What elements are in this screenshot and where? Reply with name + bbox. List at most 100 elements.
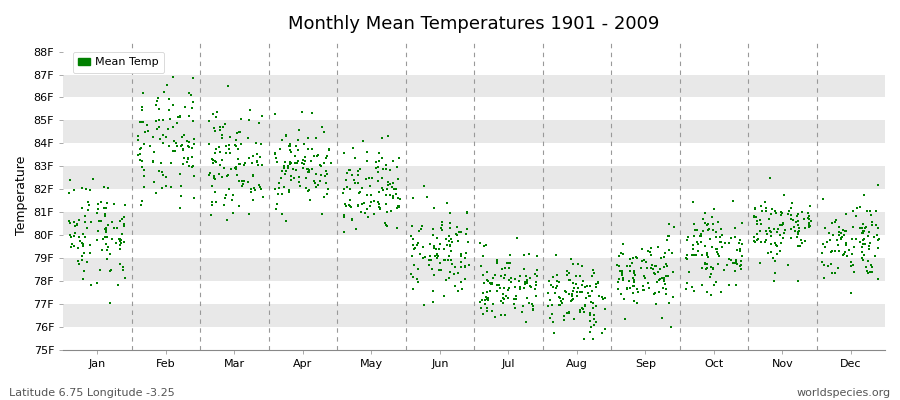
Mean Temp (484, 280, 499, 287)
Mean Temp (444, 257, 458, 264)
Mean Temp (861, 233, 876, 240)
Mean Temp (768, 240, 782, 246)
Mean Temp (282, 187, 296, 193)
Mean Temp (246, 173, 260, 180)
Mean Temp (818, 244, 832, 250)
Mean Temp (431, 267, 446, 273)
Mean Temp (575, 262, 590, 269)
Mean Temp (725, 198, 740, 204)
Mean Temp (846, 224, 860, 230)
Mean Temp (115, 266, 130, 273)
Mean Temp (752, 260, 767, 266)
Mean Temp (305, 166, 320, 173)
Mean Temp (379, 166, 393, 172)
Mean Temp (392, 203, 407, 210)
Mean Temp (287, 160, 302, 166)
Mean Temp (660, 263, 674, 270)
Mean Temp (856, 237, 870, 244)
Mean Temp (91, 228, 105, 234)
Mean Temp (680, 254, 694, 261)
Mean Temp (155, 184, 169, 191)
Mean Temp (343, 186, 357, 192)
Mean Temp (232, 203, 247, 209)
Mean Temp (221, 172, 236, 178)
Mean Temp (113, 238, 128, 244)
Mean Temp (284, 177, 298, 184)
Mean Temp (98, 213, 112, 220)
Mean Temp (233, 129, 248, 135)
Y-axis label: Temperature: Temperature (15, 155, 28, 235)
Mean Temp (117, 220, 131, 227)
Mean Temp (569, 273, 583, 279)
Mean Temp (627, 268, 642, 274)
Mean Temp (429, 252, 444, 258)
Mean Temp (562, 310, 576, 316)
Mean Temp (300, 166, 314, 172)
Mean Temp (562, 270, 576, 276)
Mean Temp (444, 248, 458, 254)
Mean Temp (823, 230, 837, 236)
Mean Temp (727, 234, 742, 240)
Mean Temp (217, 165, 231, 171)
Mean Temp (283, 141, 297, 148)
Mean Temp (342, 202, 356, 208)
Mean Temp (708, 279, 723, 286)
Mean Temp (865, 222, 879, 228)
Mean Temp (166, 74, 180, 80)
Mean Temp (631, 288, 645, 295)
Mean Temp (722, 282, 736, 288)
Mean Temp (687, 252, 701, 258)
Mean Temp (426, 298, 440, 305)
Mean Temp (478, 297, 492, 303)
Mean Temp (320, 152, 334, 159)
Mean Temp (616, 276, 630, 283)
Mean Temp (801, 213, 815, 220)
Mean Temp (343, 197, 357, 204)
Mean Temp (450, 232, 464, 238)
Mean Temp (717, 240, 732, 247)
Mean Temp (302, 197, 317, 203)
Mean Temp (454, 279, 468, 285)
Mean Temp (158, 183, 173, 189)
Mean Temp (657, 254, 671, 260)
Mean Temp (112, 242, 127, 248)
Mean Temp (68, 223, 83, 229)
Mean Temp (733, 248, 747, 254)
Mean Temp (719, 262, 733, 268)
Mean Temp (252, 119, 266, 126)
Mean Temp (62, 190, 77, 196)
Mean Temp (548, 290, 562, 296)
Mean Temp (832, 229, 847, 235)
Mean Temp (591, 279, 606, 286)
Mean Temp (276, 184, 291, 190)
Mean Temp (501, 287, 516, 293)
Mean Temp (320, 170, 334, 177)
Mean Temp (76, 250, 91, 256)
Mean Temp (338, 229, 352, 235)
Mean Temp (202, 172, 217, 178)
Mean Temp (419, 194, 434, 200)
Mean Temp (62, 218, 77, 224)
Mean Temp (758, 199, 772, 205)
Mean Temp (824, 261, 838, 267)
Mean Temp (492, 282, 507, 288)
Mean Temp (226, 210, 240, 216)
Mean Temp (790, 213, 805, 220)
Mean Temp (82, 202, 96, 208)
Mean Temp (268, 155, 283, 161)
Mean Temp (515, 308, 529, 315)
Mean Temp (406, 274, 420, 280)
Mean Temp (445, 260, 459, 267)
Mean Temp (649, 301, 663, 307)
Mean Temp (372, 204, 386, 210)
Mean Temp (508, 296, 522, 302)
Mean Temp (352, 190, 366, 196)
Mean Temp (721, 240, 735, 246)
Mean Temp (90, 201, 104, 207)
Mean Temp (837, 251, 851, 258)
Mean Temp (685, 199, 699, 205)
Mean Temp (711, 219, 725, 225)
Mean Temp (855, 255, 869, 261)
Mean Temp (508, 276, 522, 282)
Mean Temp (768, 258, 782, 264)
